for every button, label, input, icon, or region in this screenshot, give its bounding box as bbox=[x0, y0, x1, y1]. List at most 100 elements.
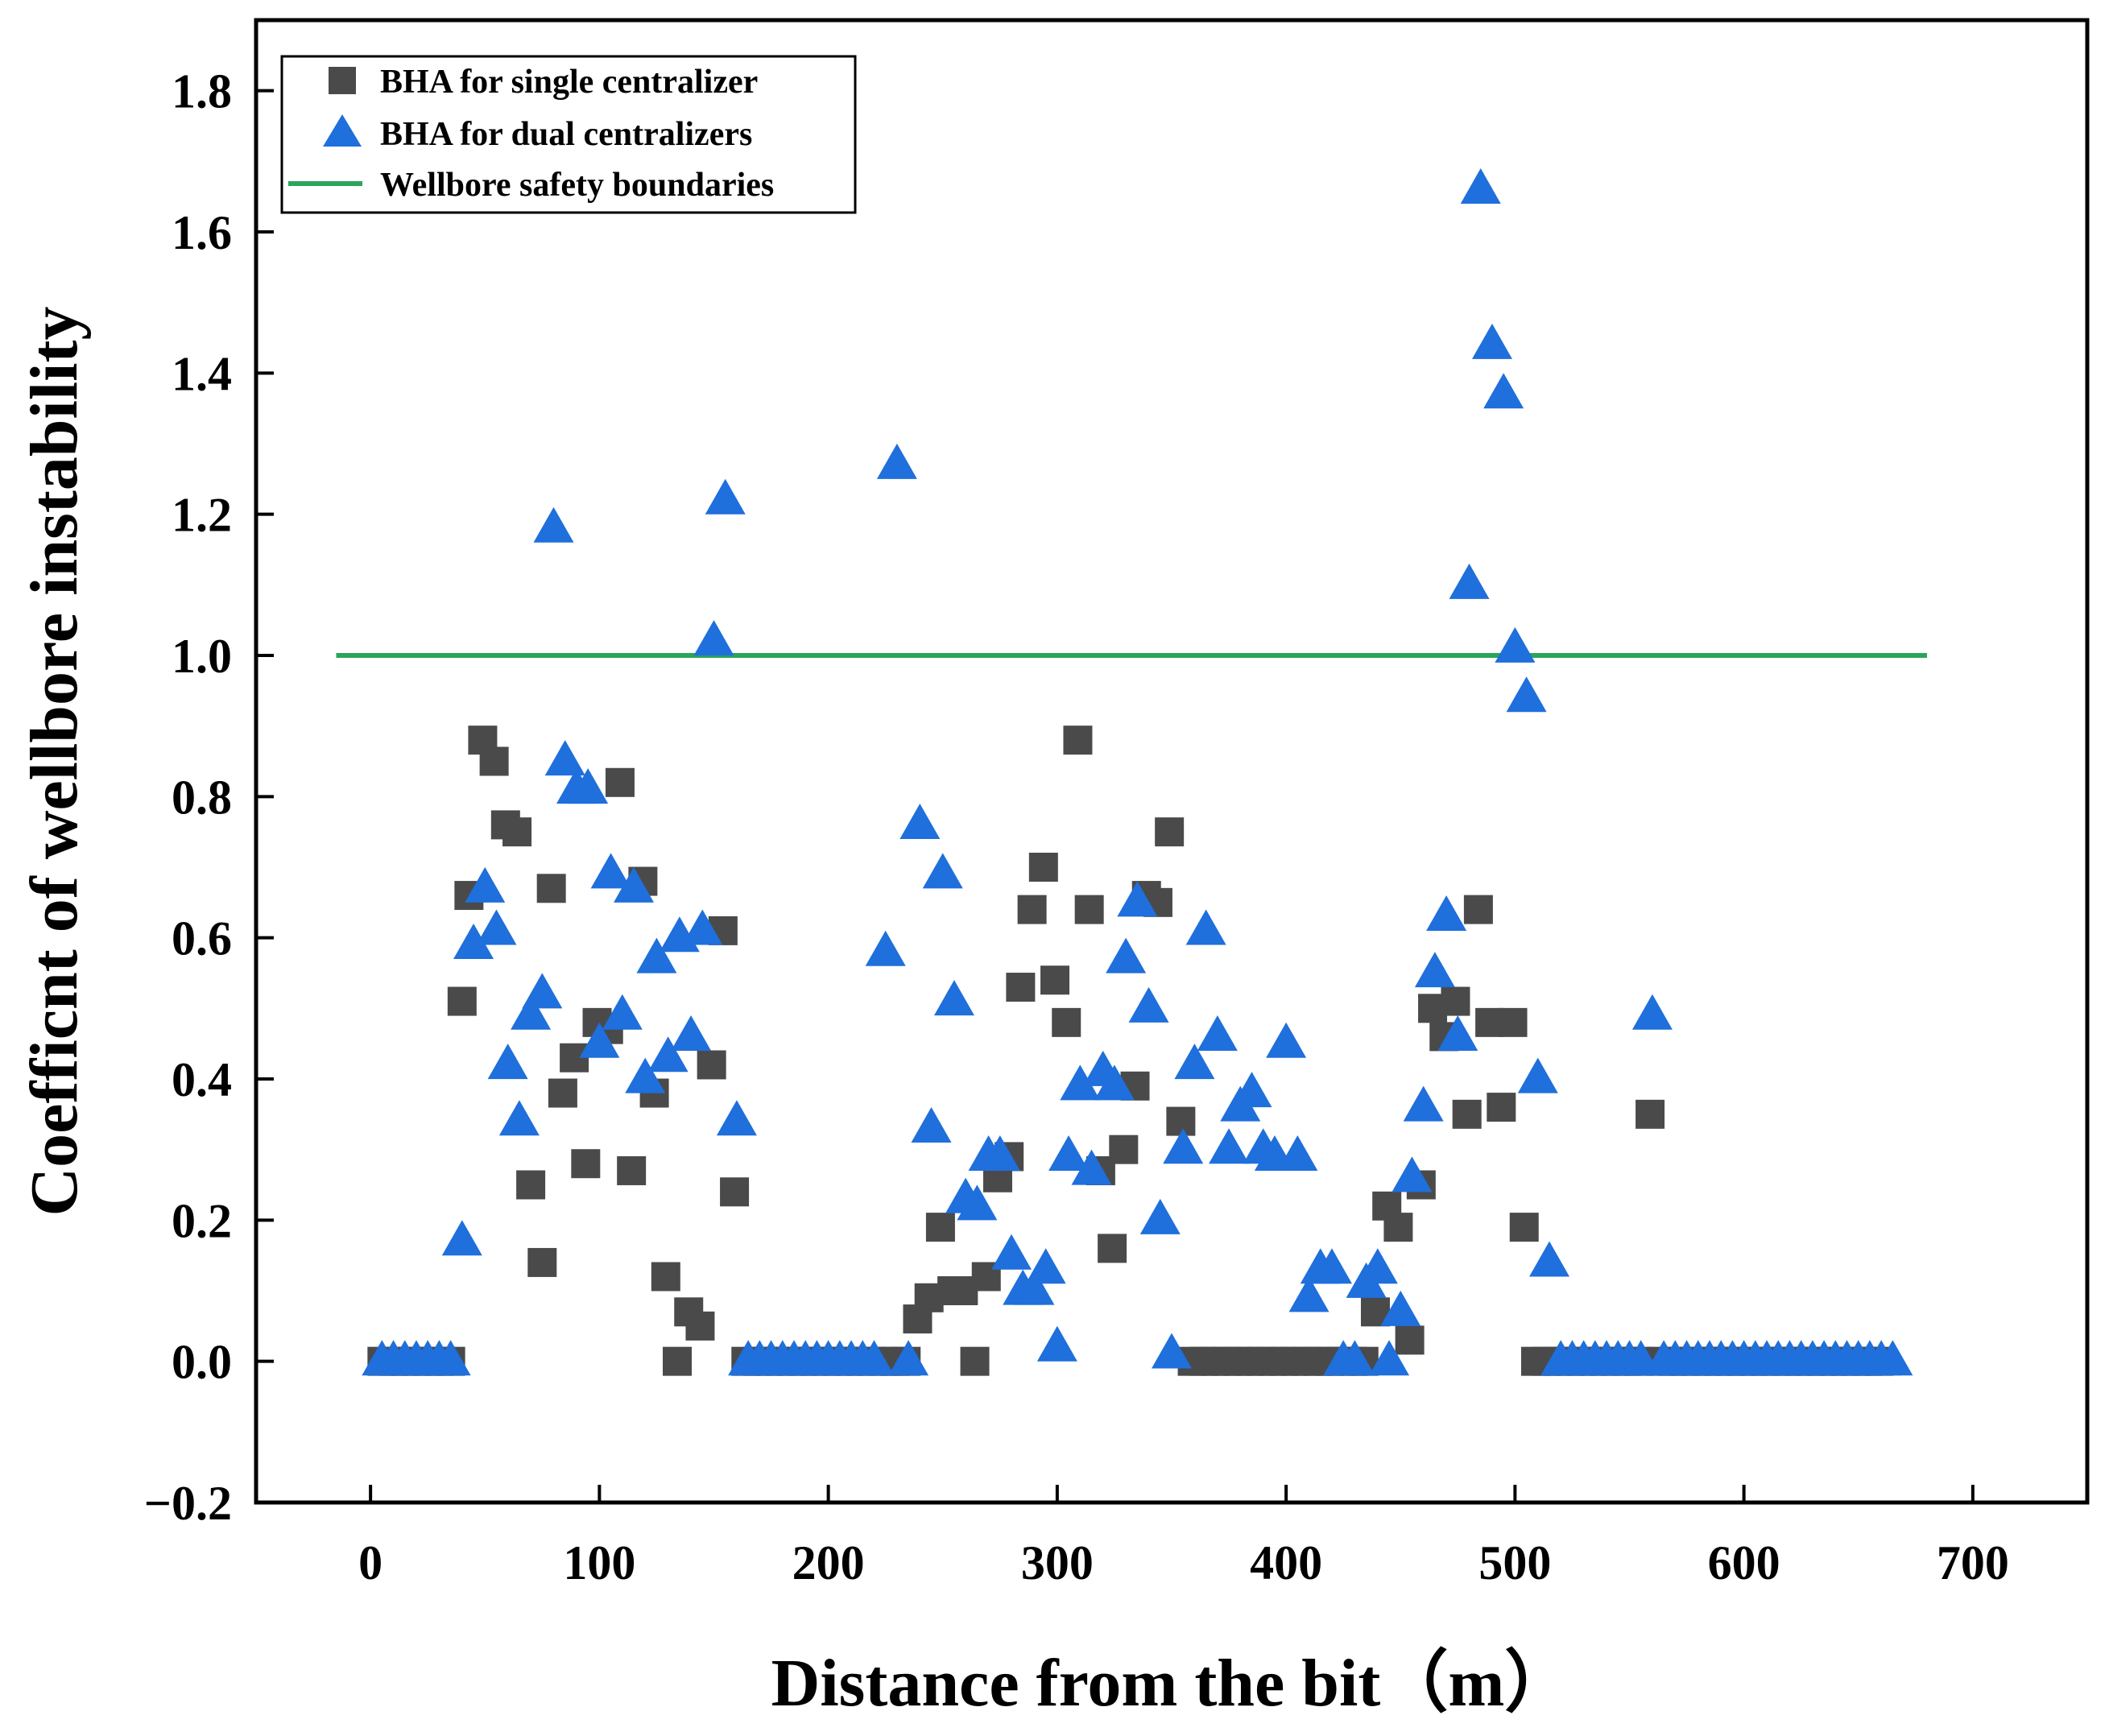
single-centralizer-point bbox=[1166, 1106, 1196, 1136]
single-centralizer-point bbox=[1098, 1234, 1127, 1263]
dual-centralizers-point bbox=[1380, 1290, 1421, 1326]
x-axis-title: Distance from the bit（m） bbox=[771, 1646, 1573, 1721]
y-tick-label: 1.4 bbox=[172, 347, 232, 400]
dual-centralizers-point bbox=[1060, 1064, 1101, 1101]
y-tick-label: 1.8 bbox=[172, 65, 232, 118]
dual-centralizers-point bbox=[1403, 1085, 1444, 1122]
dual-centralizers-point bbox=[1174, 1044, 1215, 1080]
single-centralizer-point bbox=[1040, 965, 1070, 995]
dual-centralizers-point bbox=[1014, 1269, 1055, 1305]
y-tick-label: 1.0 bbox=[172, 630, 232, 683]
x-tick-label: 200 bbox=[792, 1536, 865, 1589]
dual-centralizers-point bbox=[476, 909, 517, 945]
dual-centralizers-point bbox=[1048, 1135, 1090, 1172]
dual-centralizers-point bbox=[1128, 986, 1169, 1023]
y-tick-label: 1.6 bbox=[172, 206, 232, 259]
single-centralizer-point bbox=[1509, 1213, 1539, 1242]
dual-centralizers-point bbox=[1025, 1248, 1066, 1284]
dual-centralizers-point bbox=[1392, 1156, 1433, 1192]
single-centralizer-point bbox=[663, 1346, 693, 1376]
single-centralizer-point bbox=[548, 1078, 577, 1108]
dual-centralizers-point bbox=[865, 930, 906, 966]
dual-centralizers-point bbox=[1071, 1149, 1112, 1185]
single-centralizer-point bbox=[1028, 853, 1058, 882]
dual-centralizers-point bbox=[647, 1036, 689, 1073]
dual-centralizers-point bbox=[1266, 1022, 1307, 1058]
dual-centralizers-point bbox=[1357, 1248, 1398, 1284]
dual-centralizers-point bbox=[1334, 1340, 1375, 1376]
dual-centralizers-point bbox=[1139, 1198, 1181, 1234]
y-axis-title: Coefficnt of wellbore instability bbox=[17, 307, 92, 1217]
single-centralizer-point bbox=[1463, 895, 1493, 924]
dual-centralizers-point bbox=[533, 506, 574, 543]
x-tick-label: 600 bbox=[1708, 1536, 1780, 1589]
legend-label-dual-centralizers: BHA for dual centralizers bbox=[380, 116, 752, 153]
dual-centralizers-point bbox=[671, 1015, 712, 1051]
dual-centralizers-point bbox=[922, 853, 963, 889]
dual-centralizers-point bbox=[465, 866, 506, 903]
dual-centralizers-point bbox=[511, 994, 552, 1030]
legend: BHA for single centralizer BHA for dual … bbox=[280, 55, 857, 214]
dual-centralizers-point bbox=[876, 443, 917, 479]
y-tick-label: 0.0 bbox=[172, 1336, 232, 1389]
single-centralizer-point bbox=[1487, 1093, 1516, 1122]
dual-centralizers-point bbox=[979, 1135, 1020, 1172]
dual-centralizers-point bbox=[1369, 1340, 1410, 1376]
dual-centralizers-point bbox=[602, 994, 643, 1030]
x-tick-label: 700 bbox=[1937, 1536, 2009, 1589]
single-centralizer-point bbox=[502, 817, 532, 847]
single-centralizer-point bbox=[685, 1311, 715, 1341]
dual-centralizers-point bbox=[568, 768, 609, 804]
dual-centralizers-point bbox=[682, 909, 723, 945]
legend-box bbox=[280, 55, 857, 214]
dual-centralizers-point bbox=[430, 1340, 471, 1376]
dual-centralizers-point bbox=[899, 804, 941, 839]
legend-label-safety-boundary: Wellbore safety boundaries bbox=[380, 167, 774, 204]
single-centralizer-point bbox=[1017, 895, 1047, 924]
dual-centralizers-point bbox=[1495, 626, 1536, 663]
y-tick-label: −0.2 bbox=[144, 1477, 232, 1530]
dual-centralizers-point bbox=[1288, 1276, 1329, 1312]
dual-centralizers-point bbox=[854, 1340, 895, 1376]
y-tick-label: 0.2 bbox=[172, 1194, 232, 1247]
dual-centralizers-point bbox=[522, 973, 563, 1009]
dual-centralizers-point bbox=[1117, 881, 1158, 917]
dual-centralizers-point bbox=[705, 478, 746, 515]
dual-centralizers-point bbox=[1094, 1064, 1135, 1101]
single-centralizer-point bbox=[1395, 1325, 1425, 1355]
single-centralizer-point bbox=[697, 1050, 726, 1080]
legend-label-single-centralizer: BHA for single centralizer bbox=[380, 64, 758, 101]
single-centralizer-point bbox=[1452, 1099, 1482, 1129]
dual-centralizers-point bbox=[1163, 1128, 1204, 1164]
dual-centralizers-point bbox=[1437, 1015, 1478, 1051]
legend-marker-single-centralizer bbox=[329, 67, 356, 94]
single-centralizer-point bbox=[571, 1149, 601, 1179]
dual-centralizers-point bbox=[1414, 952, 1455, 988]
dual-centralizers-point bbox=[1152, 1333, 1192, 1369]
dual-centralizers-point bbox=[1311, 1248, 1352, 1284]
dual-centralizers-point bbox=[1231, 1072, 1272, 1108]
single-centralizer-point bbox=[1155, 817, 1185, 847]
x-tick-label: 500 bbox=[1478, 1536, 1551, 1589]
dual-centralizers-point bbox=[991, 1234, 1032, 1270]
dual-centralizers-point bbox=[636, 937, 677, 973]
single-centralizer-point bbox=[1636, 1099, 1665, 1129]
series-layer bbox=[336, 168, 1928, 1376]
dual-centralizers-point bbox=[1471, 323, 1512, 359]
single-centralizer-point bbox=[447, 986, 477, 1016]
x-tick-label: 100 bbox=[563, 1536, 635, 1589]
dual-centralizers-point bbox=[441, 1220, 482, 1256]
dual-centralizers-point bbox=[1426, 895, 1467, 931]
single-centralizer-point bbox=[1109, 1135, 1139, 1164]
y-tick-label: 1.2 bbox=[172, 489, 232, 542]
single-centralizer-point bbox=[960, 1346, 990, 1376]
single-centralizer-point bbox=[605, 767, 635, 797]
dual-centralizers-point bbox=[1872, 1340, 1913, 1376]
dual-centralizers-point bbox=[1036, 1325, 1077, 1362]
dual-centralizers-point bbox=[487, 1044, 528, 1080]
single-centralizer-point bbox=[651, 1262, 680, 1292]
dual-centralizers-point bbox=[1483, 373, 1524, 409]
single-centralizer-point bbox=[516, 1170, 546, 1200]
dual-centralizers-point bbox=[453, 924, 494, 960]
dual-centralizers-point bbox=[1197, 1015, 1238, 1051]
